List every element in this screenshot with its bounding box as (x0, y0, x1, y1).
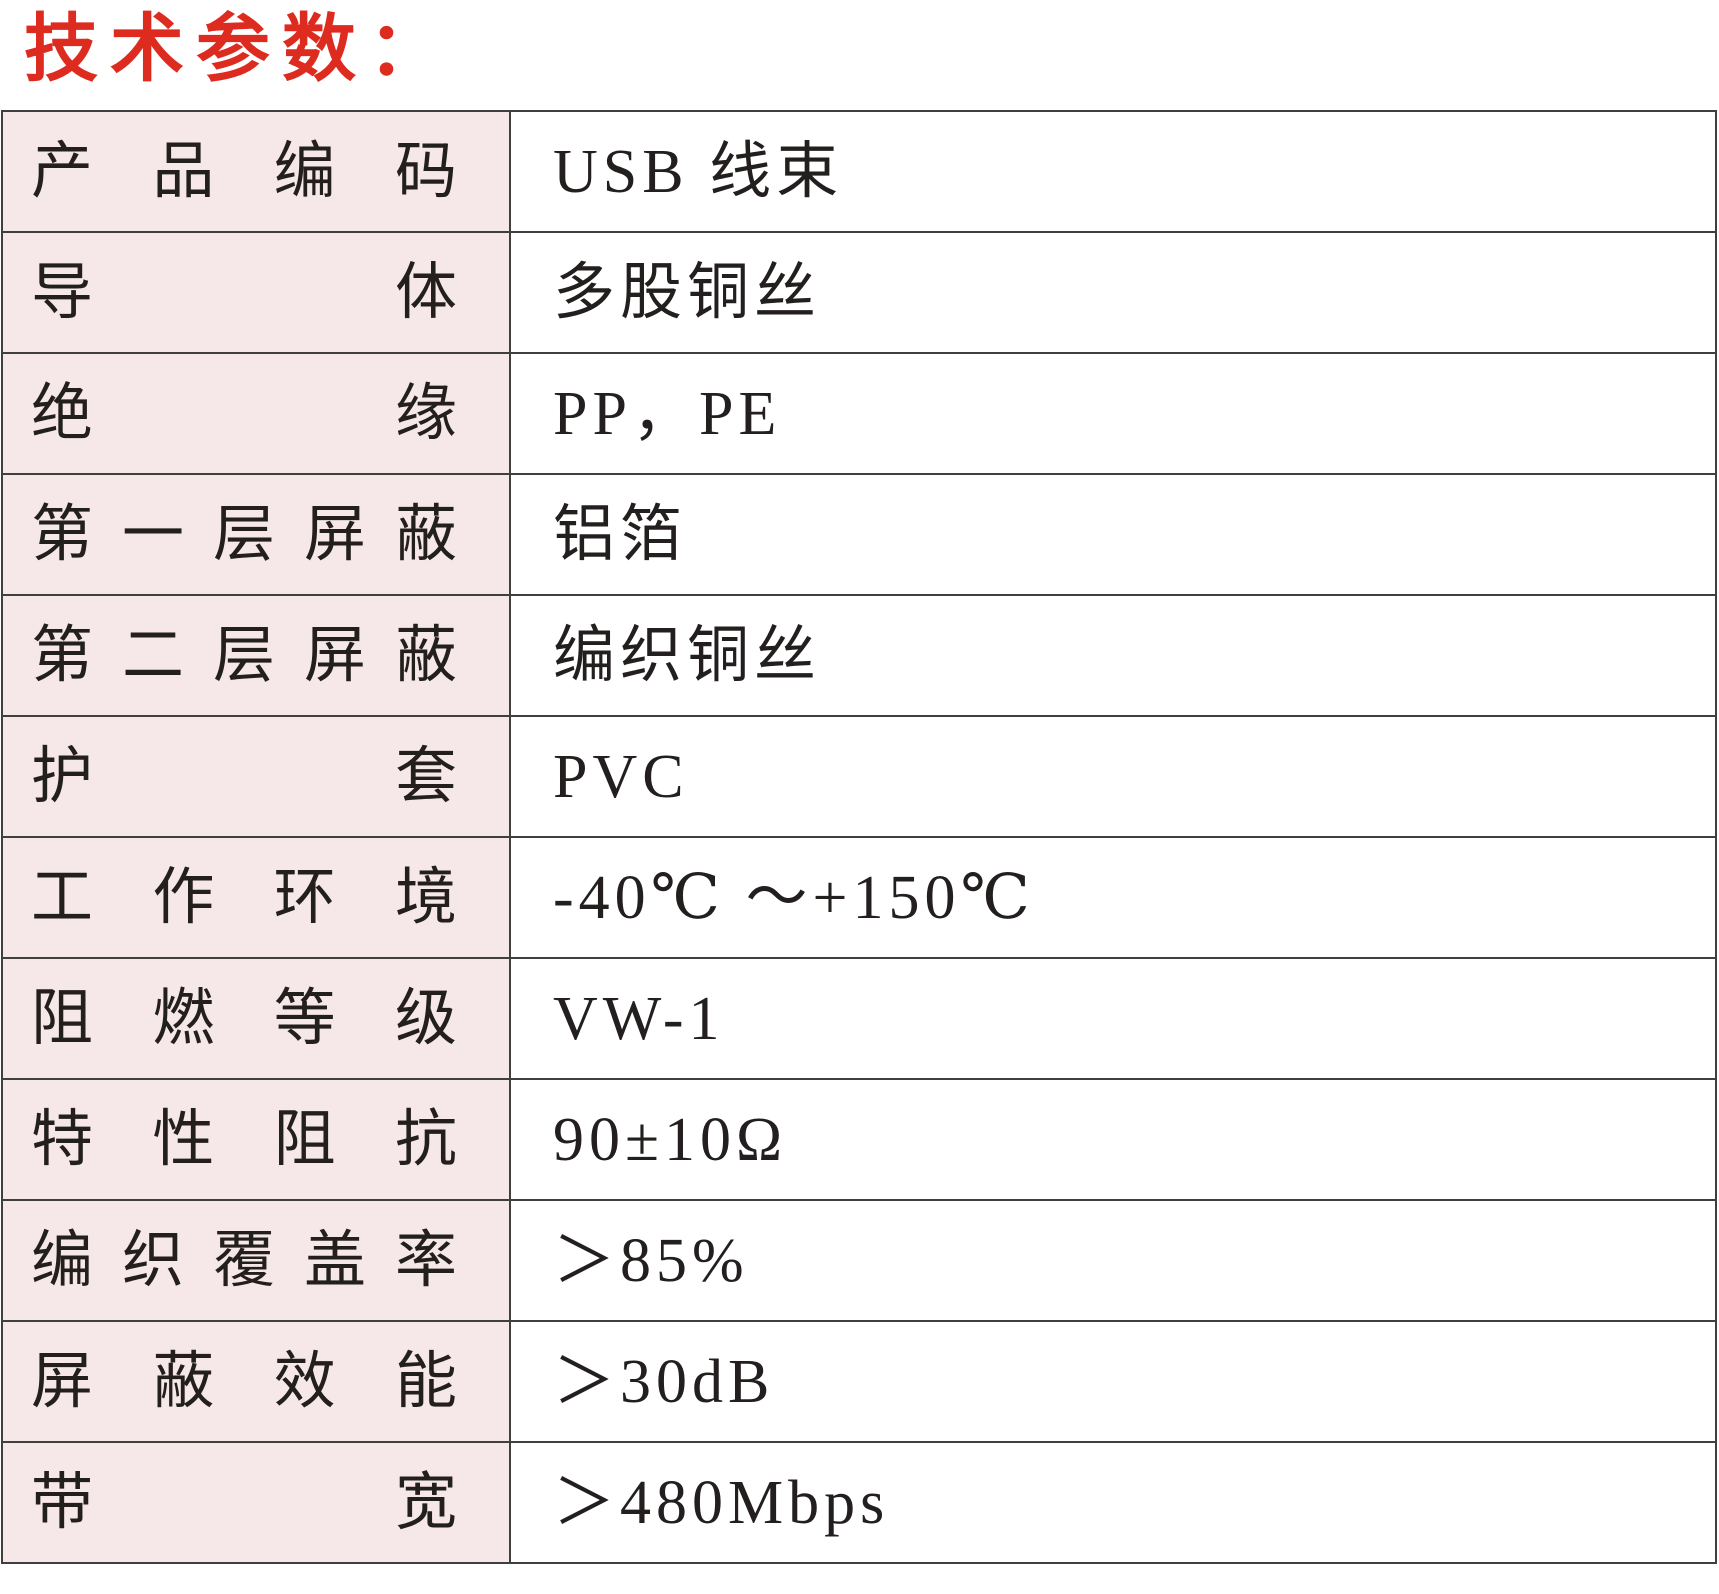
spec-value-cell: 90±10Ω (509, 1078, 1717, 1201)
spec-label-cell: 绝缘 (1, 352, 511, 475)
spec-value: VW-1 (553, 984, 725, 1053)
table-row: 阻燃等级 VW-1 (1, 957, 1717, 1080)
spec-value: 90±10Ω (553, 1105, 788, 1174)
spec-value-cell: ＞480Mbps (509, 1441, 1717, 1564)
table-row: 绝缘 PP，PE (1, 352, 1717, 475)
spec-label: 带宽 (31, 1468, 457, 1537)
spec-table-body: 产品编码 USB 线束 导体 多股铜丝 绝缘 PP，PE 第一层屏蔽 铝箔 第二… (1, 110, 1717, 1564)
spec-value-cell: 多股铜丝 (509, 231, 1717, 354)
spec-value: PVC (553, 742, 689, 811)
spec-value: 多股铜丝 (553, 258, 822, 327)
spec-label-cell: 屏蔽效能 (1, 1320, 511, 1443)
table-row: 工作环境 -40℃ ～+150℃ (1, 836, 1717, 959)
spec-label: 产品编码 (31, 137, 457, 206)
table-row: 特性阻抗 90±10Ω (1, 1078, 1717, 1201)
spec-label-cell: 第一层屏蔽 (1, 473, 511, 596)
spec-value: USB 线束 (553, 137, 844, 206)
spec-value-cell: -40℃ ～+150℃ (509, 836, 1717, 959)
spec-value-cell: VW-1 (509, 957, 1717, 1080)
spec-value: PP，PE (553, 379, 782, 448)
table-row: 第一层屏蔽 铝箔 (1, 473, 1717, 596)
spec-value: ＞85% (553, 1226, 749, 1295)
table-row: 护套 PVC (1, 715, 1717, 838)
spec-value: -40℃ ～+150℃ (553, 863, 1035, 932)
spec-label: 特性阻抗 (31, 1105, 457, 1174)
spec-label: 阻燃等级 (31, 984, 457, 1053)
spec-label: 绝缘 (31, 379, 457, 448)
spec-label-cell: 特性阻抗 (1, 1078, 511, 1201)
spec-label-cell: 第二层屏蔽 (1, 594, 511, 717)
spec-label-cell: 带宽 (1, 1441, 511, 1564)
spec-label: 工作环境 (31, 863, 457, 932)
spec-label: 第一层屏蔽 (31, 500, 457, 569)
spec-value-cell: 铝箔 (509, 473, 1717, 596)
spec-label: 编织覆盖率 (31, 1226, 457, 1295)
table-row: 带宽 ＞480Mbps (1, 1441, 1717, 1564)
spec-label: 导体 (31, 258, 457, 327)
spec-label: 屏蔽效能 (31, 1347, 457, 1416)
spec-label-cell: 编织覆盖率 (1, 1199, 511, 1322)
spec-label: 护套 (31, 742, 457, 811)
spec-value: 铝箔 (553, 500, 688, 569)
spec-value-cell: USB 线束 (509, 110, 1717, 233)
spec-label-cell: 护套 (1, 715, 511, 838)
spec-table: 产品编码 USB 线束 导体 多股铜丝 绝缘 PP，PE 第一层屏蔽 铝箔 第二… (1, 110, 1717, 1564)
page-title: 技术参数： (24, 9, 454, 91)
spec-label: 第二层屏蔽 (31, 621, 457, 690)
spec-label-cell: 导体 (1, 231, 511, 354)
table-row: 第二层屏蔽 编织铜丝 (1, 594, 1717, 717)
spec-value: ＞480Mbps (553, 1468, 890, 1537)
table-row: 产品编码 USB 线束 (1, 110, 1717, 233)
spec-value-cell: PP，PE (509, 352, 1717, 475)
spec-label-cell: 产品编码 (1, 110, 511, 233)
table-row: 导体 多股铜丝 (1, 231, 1717, 354)
spec-value-cell: ＞30dB (509, 1320, 1717, 1443)
table-row: 屏蔽效能 ＞30dB (1, 1320, 1717, 1443)
spec-value: ＞30dB (553, 1347, 775, 1416)
table-row: 编织覆盖率 ＞85% (1, 1199, 1717, 1322)
spec-label-cell: 阻燃等级 (1, 957, 511, 1080)
spec-value: 编织铜丝 (553, 621, 822, 690)
spec-label-cell: 工作环境 (1, 836, 511, 959)
spec-value-cell: ＞85% (509, 1199, 1717, 1322)
spec-value-cell: PVC (509, 715, 1717, 838)
spec-value-cell: 编织铜丝 (509, 594, 1717, 717)
